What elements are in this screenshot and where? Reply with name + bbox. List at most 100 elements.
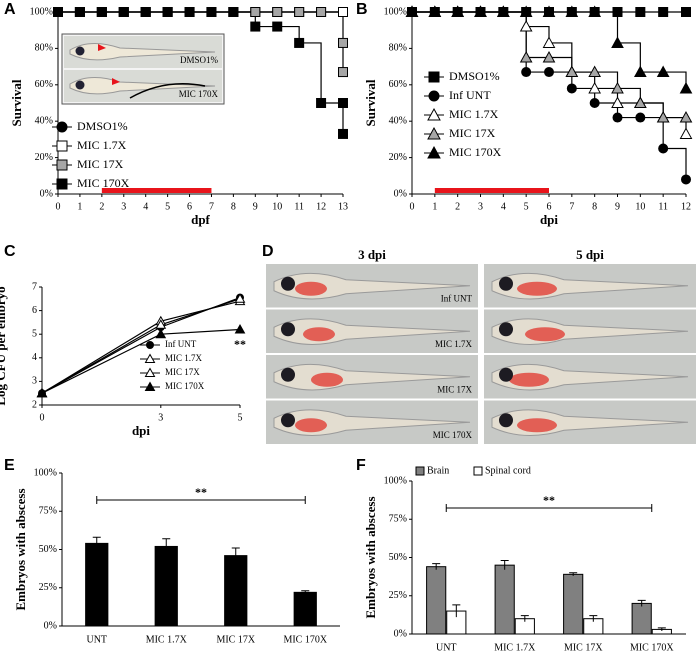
legend-label: DMSO1% (77, 119, 128, 133)
y-tick-label: 6 (32, 305, 37, 316)
x-tick-label: 6 (547, 201, 552, 212)
x-tick-label: 6 (187, 201, 192, 212)
x-tick-label: 5 (165, 201, 170, 212)
data-point (474, 5, 487, 17)
data-point (338, 37, 348, 48)
data-point (521, 67, 532, 78)
x-tick-label: 3 (478, 201, 483, 212)
data-point (679, 127, 693, 139)
row-label: MIC 17X (437, 385, 472, 395)
data-point (612, 7, 623, 17)
x-tick-label: 4 (501, 201, 506, 212)
data-point (679, 81, 693, 94)
legend-marker (146, 341, 154, 349)
legend-marker (144, 353, 156, 363)
panel-label: E (4, 457, 15, 474)
legend-marker (56, 121, 68, 133)
bar (426, 566, 447, 635)
error-bar (231, 547, 240, 564)
x-tick-label: 1 (432, 201, 437, 212)
x-tick-label: 9 (253, 201, 258, 212)
legend-marker (427, 145, 441, 159)
data-point (96, 7, 107, 17)
fish-eye (281, 413, 295, 428)
x-tick-label: 3 (158, 412, 163, 423)
data-point (234, 323, 246, 334)
y-axis-label: Embryos with abscess (363, 496, 378, 618)
fish-eye (499, 322, 513, 337)
data-point (566, 83, 577, 94)
bar (563, 573, 584, 635)
x-axis-label: dpi (540, 212, 558, 227)
legend-marker (56, 178, 68, 190)
x-tick-label: MIC 1.7X (494, 642, 536, 651)
y-axis-label: Log CFU per embryo (0, 286, 8, 405)
panel-label: D (262, 243, 274, 260)
x-tick-label: 11 (658, 201, 668, 212)
fish (69, 77, 216, 95)
legend-label: MIC 170X (449, 145, 502, 159)
y-tick-label: 0% (394, 628, 407, 639)
data-point (588, 5, 602, 17)
data-point (451, 5, 465, 17)
data-point (658, 143, 669, 154)
y-axis-label: Survival (9, 79, 24, 126)
y-tick-label: 50% (389, 552, 407, 563)
y-tick-label: 60% (389, 79, 407, 90)
y-tick-label: 100% (34, 467, 57, 478)
x-tick-label: 12 (316, 201, 326, 212)
arrowhead (112, 78, 120, 85)
panel-label: F (356, 457, 366, 474)
bar (85, 542, 109, 627)
error-bar (589, 615, 598, 622)
error-bar (432, 563, 441, 570)
inset: DMSO1% MIC 170X (61, 33, 225, 105)
data-point (635, 7, 646, 17)
data-point (658, 7, 669, 17)
y-tick-label: 4 (32, 352, 37, 363)
error-bar (301, 590, 310, 594)
legend-label: DMSO1% (449, 69, 500, 83)
y-tick-label: 0% (44, 620, 57, 631)
x-tick-label: 2 (455, 201, 460, 212)
fish-eye (281, 367, 295, 382)
row-label: MIC 170X (433, 430, 473, 440)
y-tick-label: 7 (32, 281, 37, 292)
x-tick-label: 5 (238, 412, 243, 423)
legend-marker (56, 140, 68, 152)
data-point (635, 112, 646, 123)
error-bar (452, 604, 461, 618)
data-point (681, 174, 691, 185)
bar (224, 555, 248, 627)
legend-marker (428, 71, 440, 83)
annotation: ** (195, 485, 207, 499)
column-label: 3 dpi (358, 247, 386, 262)
bar (293, 591, 317, 627)
legend-label: MIC 170X (77, 176, 130, 190)
error-bar (162, 538, 171, 555)
error-bar (520, 615, 529, 622)
red-signal (517, 281, 557, 296)
y-tick-label: 20% (389, 152, 407, 163)
x-tick-label: 8 (231, 201, 236, 212)
legend-marker (427, 126, 441, 140)
x-tick-label: 7 (209, 201, 214, 212)
legend-marker (144, 381, 156, 391)
y-tick-label: 80% (35, 43, 53, 54)
red-signal (295, 281, 327, 296)
x-tick-label: 1 (77, 201, 82, 212)
data-point (184, 7, 195, 17)
fish-eye (75, 46, 85, 56)
x-tick-label: MIC 170X (630, 642, 674, 651)
data-point (155, 319, 167, 329)
legend-label: MIC 17X (165, 367, 200, 377)
legend-label: MIC 17X (449, 126, 496, 140)
panel-label: B (356, 1, 368, 18)
x-tick-label: 3 (121, 201, 126, 212)
bar (154, 545, 178, 627)
data-point (206, 7, 217, 17)
y-tick-label: 5 (32, 328, 37, 339)
fish-eye (75, 80, 85, 90)
data-point (250, 7, 261, 17)
data-point (338, 7, 348, 17)
